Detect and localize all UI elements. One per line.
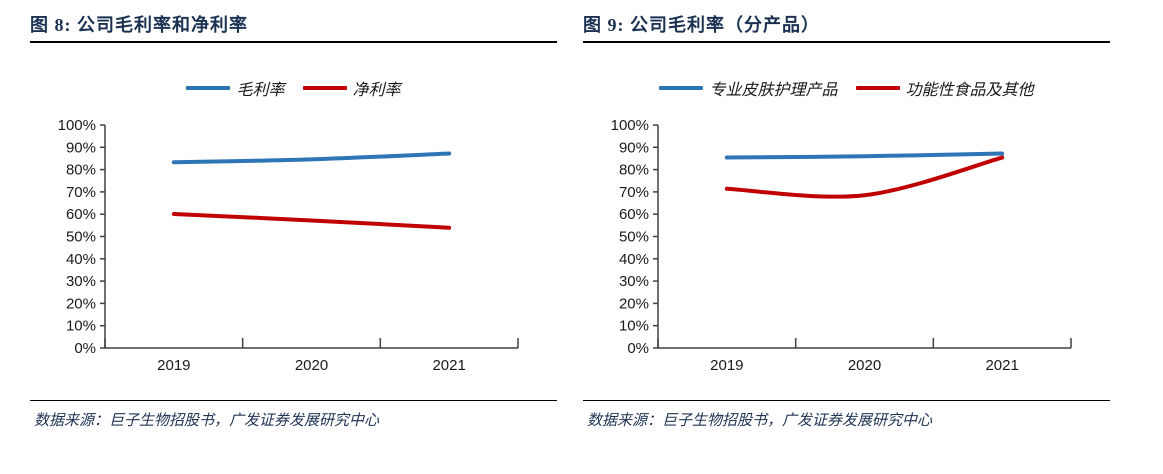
y-tick-label: 90% (619, 139, 649, 156)
series-line-1 (724, 155, 1005, 199)
y-tick-label: 10% (619, 318, 649, 335)
legend-label: 功能性食品及其他 (905, 80, 1034, 99)
legend: 毛利率 净利率 (30, 76, 557, 100)
series-line-0 (724, 151, 1005, 160)
chart-title: 图 8: 公司毛利率和净利率 (30, 0, 557, 43)
x-tick-label: 2021 (985, 357, 1018, 374)
chart-panel-right: 图 9: 公司毛利率（分产品） 专业皮肤护理产品 功能性食品及其他 0% 10% 20… (583, 0, 1110, 474)
legend-line-swatch (855, 86, 900, 90)
line-chart: 0% 10% 20% 30% 40% 50% 60% 70% 80% 90% 100% 2019 202… (611, 117, 1072, 374)
y-tick-label: 40% (619, 251, 649, 268)
legend-label: 毛利率 (236, 80, 285, 99)
y-tick-label: 80% (66, 162, 96, 179)
y-tick-label: 0% (74, 340, 96, 357)
x-tick-label: 2021 (432, 357, 465, 374)
series-line-0 (171, 151, 452, 165)
legend-label: 专业皮肤护理产品 (709, 80, 838, 99)
y-tick-label: 10% (66, 318, 96, 335)
legend-line-swatch (302, 86, 347, 90)
y-tick-label: 50% (66, 229, 96, 246)
y-tick-label: 70% (66, 184, 96, 201)
legend-item-1: 功能性食品及其他 (855, 76, 1034, 100)
series-line-1 (171, 211, 452, 230)
x-tick-label: 2020 (295, 357, 328, 374)
x-tick-label: 2019 (710, 357, 743, 374)
line-chart: 0% 10% 20% 30% 40% 50% 60% 70% 80% 90% 100% 2019 202… (58, 117, 519, 374)
y-tick-label: 100% (58, 117, 96, 134)
x-tick-label: 2019 (157, 357, 190, 374)
y-tick-label: 30% (619, 273, 649, 290)
x-tick-label: 2020 (848, 357, 881, 374)
chart-panel-left: 图 8: 公司毛利率和净利率 毛利率 净利率 0% 10% 20% 30% 40% 50% 6… (30, 0, 557, 474)
legend-line-swatch (659, 86, 704, 90)
legend-label: 净利率 (352, 80, 401, 99)
y-tick-label: 70% (619, 184, 649, 201)
legend-item-0: 专业皮肤护理产品 (659, 76, 838, 100)
y-tick-label: 20% (619, 295, 649, 312)
legend-item-1: 净利率 (302, 76, 401, 100)
legend: 专业皮肤护理产品 功能性食品及其他 (583, 76, 1110, 100)
legend-item-0: 毛利率 (186, 76, 285, 100)
chart-title: 图 9: 公司毛利率（分产品） (583, 0, 1110, 43)
data-source-note: 数据来源：巨子生物招股书，广发证券发展研究中心 (30, 400, 557, 430)
y-tick-label: 40% (66, 251, 96, 268)
y-tick-label: 20% (66, 295, 96, 312)
legend-line-swatch (186, 86, 231, 90)
data-source-note: 数据来源：巨子生物招股书，广发证券发展研究中心 (583, 400, 1110, 430)
y-tick-label: 60% (66, 206, 96, 223)
y-tick-label: 60% (619, 206, 649, 223)
y-tick-label: 100% (611, 117, 649, 134)
y-tick-label: 80% (619, 162, 649, 179)
y-tick-label: 30% (66, 273, 96, 290)
y-tick-label: 90% (66, 139, 96, 156)
y-tick-label: 50% (619, 229, 649, 246)
y-tick-label: 0% (627, 340, 649, 357)
